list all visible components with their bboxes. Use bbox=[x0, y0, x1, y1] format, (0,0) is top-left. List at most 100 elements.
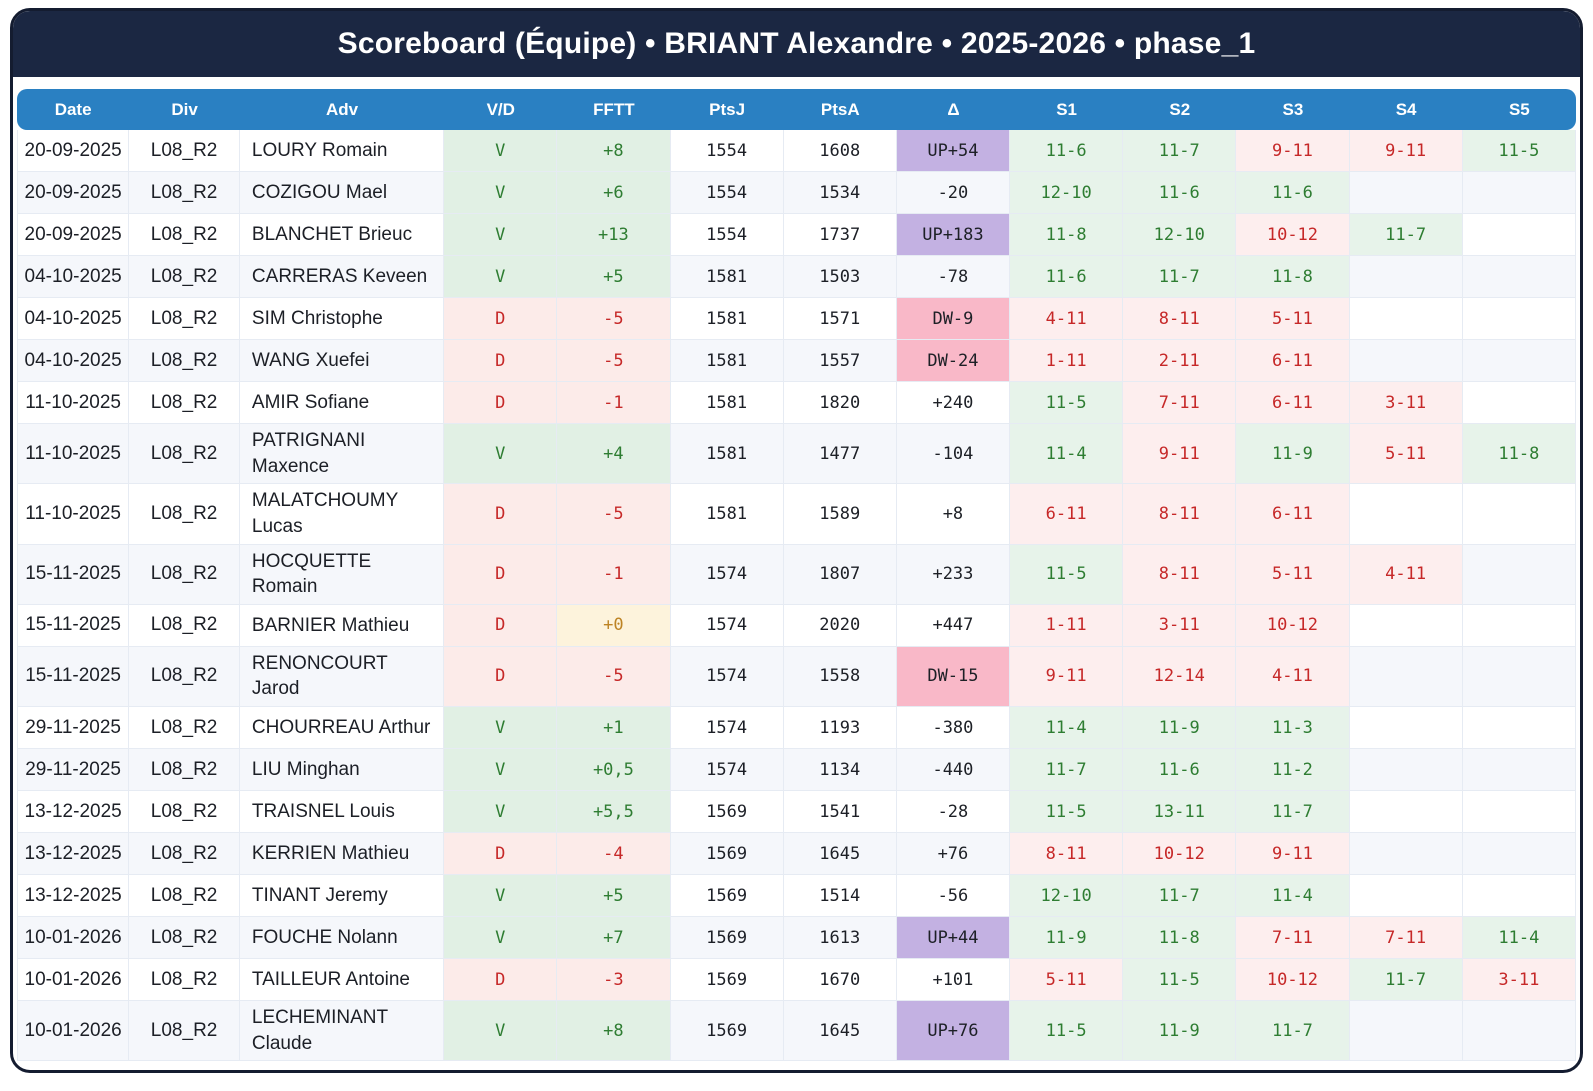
cell-set-4 bbox=[1349, 833, 1463, 876]
cell-result: V bbox=[444, 1001, 558, 1062]
cell-opponent-points: 1571 bbox=[783, 298, 897, 340]
cell-set-2: 8-11 bbox=[1123, 484, 1237, 545]
cell-division: L08_R2 bbox=[129, 172, 240, 214]
cell-division: L08_R2 bbox=[129, 791, 240, 834]
cell-opponent: MALATCHOUMY Lucas bbox=[239, 484, 445, 545]
cell-result: V bbox=[444, 707, 558, 750]
cell-opponent-points: 1645 bbox=[783, 1001, 897, 1062]
cell-set-3: 6-11 bbox=[1236, 382, 1350, 424]
cell-opponent: SIM Christophe bbox=[239, 298, 445, 340]
cell-set-3: 11-8 bbox=[1236, 256, 1350, 298]
cell-set-4 bbox=[1349, 791, 1463, 834]
cell-division: L08_R2 bbox=[129, 424, 240, 485]
cell-opponent-points: 1193 bbox=[783, 707, 897, 750]
cell-player-points: 1581 bbox=[670, 382, 784, 424]
cell-set-5 bbox=[1462, 875, 1576, 918]
cell-fftt-points: +8 bbox=[557, 1001, 671, 1062]
cell-set-1: 11-5 bbox=[1010, 544, 1124, 605]
match-row: 20-09-2025 L08_R2 COZIGOU Mael V +6 1554 1534-… bbox=[17, 172, 1576, 214]
cell-fftt-points: -3 bbox=[557, 959, 671, 1002]
cell-delta: -380 bbox=[896, 707, 1011, 750]
cell-set-3: 6-11 bbox=[1236, 340, 1350, 382]
cell-set-2: 11-9 bbox=[1123, 707, 1237, 750]
cell-delta: -20 bbox=[896, 172, 1011, 214]
cell-set-1: 11-8 bbox=[1010, 214, 1124, 256]
cell-set-5 bbox=[1462, 604, 1576, 647]
cell-opponent-points: 1557 bbox=[783, 340, 897, 382]
cell-fftt-points: +0 bbox=[557, 604, 671, 647]
cell-opponent-points: 1737 bbox=[783, 214, 897, 256]
cell-delta: -28 bbox=[896, 791, 1011, 834]
cell-fftt-points: +7 bbox=[557, 917, 671, 960]
cell-set-2: 12-10 bbox=[1123, 214, 1237, 256]
cell-set-4: 7-11 bbox=[1349, 917, 1463, 960]
cell-division: L08_R2 bbox=[129, 1001, 240, 1062]
cell-set-1: 11-5 bbox=[1010, 1001, 1124, 1062]
cell-date: 20-09-2025 bbox=[17, 130, 130, 172]
cell-set-4: 11-7 bbox=[1349, 959, 1463, 1002]
cell-date: 20-09-2025 bbox=[17, 172, 130, 214]
cell-division: L08_R2 bbox=[129, 298, 240, 340]
match-row: 20-09-2025 L08_R2 LOURY Romain V +8 1554 1608 U… bbox=[17, 130, 1576, 172]
cell-set-1: 12-10 bbox=[1010, 875, 1124, 918]
header-row: Date Div Adv V/D FFTT PtsJ PtsA Δ S1 S2 S3 S4 S5 bbox=[17, 89, 1576, 130]
cell-fftt-points: +8 bbox=[557, 130, 671, 172]
cell-player-points: 1581 bbox=[670, 484, 784, 545]
cell-player-points: 1554 bbox=[670, 214, 784, 256]
cell-division: L08_R2 bbox=[129, 917, 240, 960]
cell-delta: -104 bbox=[896, 424, 1011, 485]
cell-set-5: 11-5 bbox=[1462, 130, 1576, 172]
cell-set-5 bbox=[1462, 298, 1576, 340]
cell-set-1: 9-11 bbox=[1010, 646, 1124, 708]
column-header-s1: S1 bbox=[1010, 89, 1124, 130]
cell-player-points: 1574 bbox=[670, 646, 784, 708]
match-row: 11-10-2025 L08_R2 MALATCHOUMY Lucas D -5 1581… bbox=[17, 484, 1576, 545]
cell-fftt-points: -5 bbox=[557, 340, 671, 382]
cell-date: 11-10-2025 bbox=[17, 484, 130, 545]
cell-date: 15-11-2025 bbox=[17, 544, 130, 605]
cell-result: V bbox=[444, 424, 558, 485]
cell-result: V bbox=[444, 917, 558, 960]
cell-set-5: 11-4 bbox=[1462, 917, 1576, 960]
table-container: Date Div Adv V/D FFTT PtsJ PtsA Δ S1 S2 S3 S4 S5 20-… bbox=[13, 77, 1580, 1070]
cell-delta: DW-24 bbox=[896, 340, 1011, 382]
cell-player-points: 1581 bbox=[670, 340, 784, 382]
cell-date: 29-11-2025 bbox=[17, 707, 130, 750]
cell-fftt-points: -1 bbox=[557, 382, 671, 424]
cell-set-1: 1-11 bbox=[1010, 340, 1124, 382]
cell-delta: +76 bbox=[896, 833, 1011, 876]
cell-fftt-points: -5 bbox=[557, 484, 671, 545]
table-header: Date Div Adv V/D FFTT PtsJ PtsA Δ S1 S2 S3 S4 S5 bbox=[17, 89, 1576, 130]
cell-set-2: 9-11 bbox=[1123, 424, 1237, 485]
cell-set-3: 11-6 bbox=[1236, 172, 1350, 214]
cell-set-1: 11-6 bbox=[1010, 130, 1124, 172]
cell-delta: -440 bbox=[896, 749, 1011, 792]
cell-delta: +240 bbox=[896, 382, 1011, 424]
cell-date: 15-11-2025 bbox=[17, 604, 130, 647]
match-row: 15-11-2025 L08_R2 BARNIER Mathieu D +0 1574 20… bbox=[17, 604, 1576, 647]
cell-opponent-points: 1820 bbox=[783, 382, 897, 424]
cell-opponent-points: 1558 bbox=[783, 646, 897, 708]
cell-set-3: 5-11 bbox=[1236, 544, 1350, 605]
cell-set-5: 11-8 bbox=[1462, 424, 1576, 485]
match-row: 10-01-2026 L08_R2 LECHEMINANT Claude V +8 156… bbox=[17, 1001, 1576, 1062]
cell-set-3: 10-12 bbox=[1236, 214, 1350, 256]
cell-set-2: 3-11 bbox=[1123, 604, 1237, 647]
cell-opponent: TAILLEUR Antoine bbox=[239, 959, 445, 1002]
match-row: 29-11-2025 L08_R2 CHOURREAU Arthur V +1 1574 1… bbox=[17, 707, 1576, 750]
match-row: 15-11-2025 L08_R2 RENONCOURT Jarod D -5 1574 1… bbox=[17, 646, 1576, 708]
cell-result: D bbox=[444, 604, 558, 647]
cell-player-points: 1569 bbox=[670, 833, 784, 876]
title-bar: Scoreboard (Équipe) • BRIANT Alexandre •… bbox=[13, 11, 1580, 77]
cell-delta: +101 bbox=[896, 959, 1011, 1002]
cell-opponent: CHOURREAU Arthur bbox=[239, 707, 445, 750]
cell-set-2: 11-7 bbox=[1123, 256, 1237, 298]
cell-opponent: KERRIEN Mathieu bbox=[239, 833, 445, 876]
cell-set-4: 5-11 bbox=[1349, 424, 1463, 485]
cell-opponent: TINANT Jeremy bbox=[239, 875, 445, 918]
column-header-s3: S3 bbox=[1236, 89, 1350, 130]
cell-division: L08_R2 bbox=[129, 256, 240, 298]
cell-set-1: 5-11 bbox=[1010, 959, 1124, 1002]
cell-opponent-points: 1514 bbox=[783, 875, 897, 918]
cell-result: D bbox=[444, 340, 558, 382]
